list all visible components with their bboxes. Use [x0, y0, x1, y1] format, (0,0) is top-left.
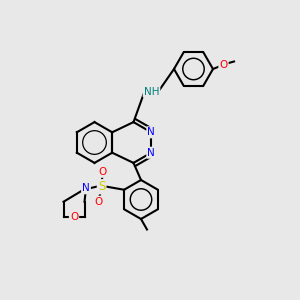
Text: N: N	[82, 183, 90, 193]
Text: O: O	[94, 197, 103, 207]
Text: O: O	[219, 59, 228, 70]
Text: N: N	[147, 127, 155, 137]
Text: N: N	[147, 148, 155, 158]
Text: NH: NH	[144, 86, 159, 97]
Text: S: S	[98, 180, 105, 193]
Text: O: O	[70, 212, 78, 222]
Text: O: O	[98, 167, 106, 177]
